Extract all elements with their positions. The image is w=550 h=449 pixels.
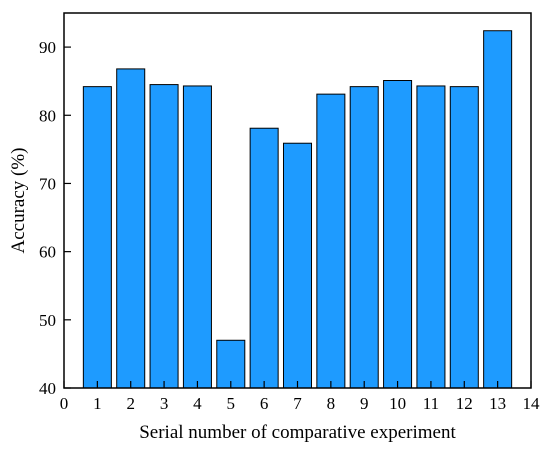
bar-10 bbox=[383, 80, 413, 389]
bar-7 bbox=[282, 142, 313, 389]
x-tick-label-14: 14 bbox=[523, 394, 541, 413]
y-tick-label-40: 40 bbox=[39, 379, 56, 398]
bar-5 bbox=[216, 339, 246, 389]
x-tick-label-2: 2 bbox=[126, 394, 135, 413]
bar-13 bbox=[483, 30, 513, 389]
bar-11 bbox=[416, 85, 446, 389]
bar-12 bbox=[449, 86, 479, 389]
x-axis-title: Serial number of comparative experiment bbox=[139, 422, 456, 443]
bars-group bbox=[82, 30, 513, 389]
x-tick-label-0: 0 bbox=[60, 394, 69, 413]
bar-4 bbox=[182, 85, 212, 389]
bar-1 bbox=[82, 86, 112, 389]
y-tick-label-80: 80 bbox=[39, 106, 56, 125]
x-tick-label-8: 8 bbox=[327, 394, 336, 413]
x-tick-label-5: 5 bbox=[227, 394, 236, 413]
x-tick-label-12: 12 bbox=[456, 394, 473, 413]
x-tick-label-4: 4 bbox=[193, 394, 202, 413]
bar-3 bbox=[149, 84, 179, 389]
y-tick-label-90: 90 bbox=[39, 38, 56, 57]
x-tick-label-9: 9 bbox=[360, 394, 369, 413]
x-tick-label-3: 3 bbox=[160, 394, 169, 413]
bar-6 bbox=[249, 127, 279, 389]
x-tick-label-11: 11 bbox=[423, 394, 439, 413]
x-tick-label-7: 7 bbox=[293, 394, 302, 413]
x-tick-label-10: 10 bbox=[389, 394, 406, 413]
x-tick-label-13: 13 bbox=[489, 394, 506, 413]
bar-2 bbox=[116, 68, 146, 389]
y-tick-label-50: 50 bbox=[39, 311, 56, 330]
y-axis-title: Accuracy (%) bbox=[8, 147, 29, 253]
x-tick-label-1: 1 bbox=[93, 394, 102, 413]
x-tick-label-6: 6 bbox=[260, 394, 269, 413]
y-tick-label-60: 60 bbox=[39, 243, 56, 262]
bar-9 bbox=[349, 86, 379, 389]
y-tick-label-70: 70 bbox=[39, 174, 56, 193]
bar-8 bbox=[316, 93, 346, 389]
